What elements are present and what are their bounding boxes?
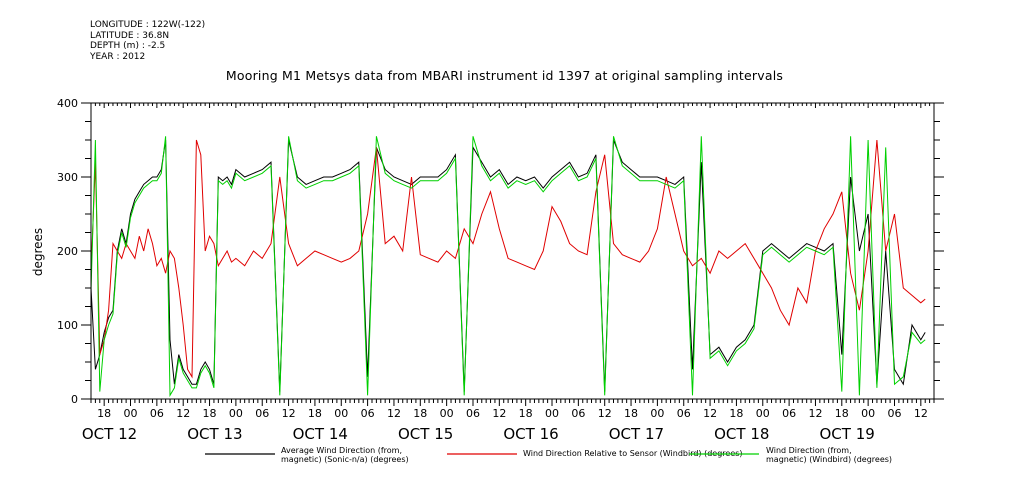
year-text: YEAR : 2012 <box>90 51 146 62</box>
series-line-2 <box>90 139 926 379</box>
y-tick-label: 400 <box>57 97 78 110</box>
legend-label-average-line1: Average Wind Direction (from, <box>281 446 402 455</box>
x-tick-label: 06 <box>361 407 375 420</box>
x-tick-label: 18 <box>308 407 322 420</box>
x-tick-label: 06 <box>571 407 585 420</box>
x-tick-label: 00 <box>650 407 664 420</box>
x-tick-label: 12 <box>176 407 190 420</box>
metadata-block: LONGITUDE : 122W(-122) LATITUDE : 36.8N … <box>90 20 205 62</box>
y-tick-label: 100 <box>57 319 78 332</box>
date-label: OCT 16 <box>503 425 558 443</box>
legend-label-average-line2: magnetic) (Sonic-n/a) (degrees) <box>281 455 409 464</box>
x-tick-label: 12 <box>598 407 612 420</box>
legend: Average Wind Direction (from, magnetic) … <box>205 446 892 464</box>
x-tick-label: 00 <box>861 407 875 420</box>
date-label: OCT 12 <box>82 425 137 443</box>
date-label: OCT 13 <box>187 425 242 443</box>
x-tick-label: 12 <box>914 407 928 420</box>
series-layer <box>90 136 926 398</box>
latitude-text: LATITUDE : 36.8N <box>90 30 170 41</box>
series-line-1 <box>90 139 926 392</box>
depth-text: DEPTH (m) : -2.5 <box>90 41 166 51</box>
axes-layer <box>81 102 944 406</box>
x-tick-label: 12 <box>808 407 822 420</box>
x-tick-label: 00 <box>124 407 138 420</box>
y-tick-label: 300 <box>57 171 78 184</box>
x-tick-label: 06 <box>466 407 480 420</box>
x-tick-label: 18 <box>97 407 111 420</box>
x-tick-label: 06 <box>255 407 269 420</box>
x-tick-label: 00 <box>545 407 559 420</box>
x-tick-label: 12 <box>703 407 717 420</box>
x-tick-label: 18 <box>624 407 638 420</box>
chart-title: Mooring M1 Metsys data from MBARI instru… <box>225 68 784 83</box>
x-tick-label: 00 <box>334 407 348 420</box>
tick-labels-layer: 0 100 200 300 400 18 00 06 12 18 00 06 12 18 00 06 12 18 0… <box>57 97 928 443</box>
x-tick-label: 12 <box>387 407 401 420</box>
x-tick-label: 06 <box>150 407 164 420</box>
x-tick-label: 18 <box>413 407 427 420</box>
legend-label-windbird-line2: magnetic) (Windbird) (degrees) <box>766 455 892 464</box>
x-tick-label: 00 <box>440 407 454 420</box>
x-tick-label: 06 <box>887 407 901 420</box>
date-label: OCT 17 <box>609 425 664 443</box>
x-tick-label: 18 <box>519 407 533 420</box>
x-tick-label: 18 <box>729 407 743 420</box>
date-label: OCT 19 <box>819 425 874 443</box>
y-axis-label: degrees <box>31 228 45 276</box>
x-tick-label: 06 <box>782 407 796 420</box>
x-tick-label: 00 <box>229 407 243 420</box>
x-tick-label: 00 <box>756 407 770 420</box>
date-label: OCT 14 <box>293 425 348 443</box>
date-label: OCT 15 <box>398 425 453 443</box>
longitude-text: LONGITUDE : 122W(-122) <box>90 20 206 30</box>
x-tick-label: 18 <box>835 407 849 420</box>
y-tick-label: 0 <box>71 393 78 406</box>
x-tick-label: 18 <box>203 407 217 420</box>
x-tick-label: 06 <box>677 407 691 420</box>
x-tick-label: 12 <box>282 407 296 420</box>
legend-label-windbird-line1: Wind Direction (from, <box>766 446 852 455</box>
legend-label-relative-to-sensor: Wind Direction Relative to Sensor (Windb… <box>523 449 743 458</box>
y-tick-label: 200 <box>57 245 78 258</box>
series-line-3 <box>90 136 926 398</box>
x-tick-label: 12 <box>492 407 506 420</box>
date-label: OCT 18 <box>714 425 769 443</box>
